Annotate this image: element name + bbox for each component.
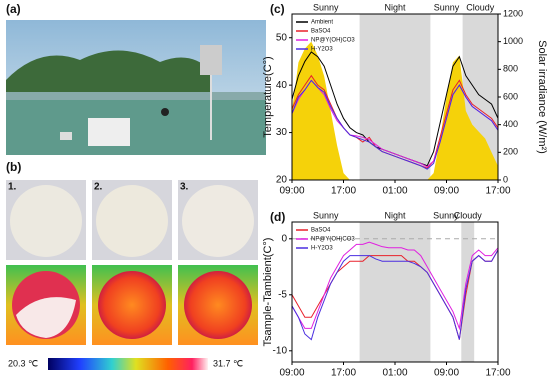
region-label: Cloudy xyxy=(466,2,495,12)
x-tick-label: 17:00 xyxy=(485,186,510,197)
y-tick-label: 0 xyxy=(281,233,287,244)
photo-roof xyxy=(6,20,266,155)
region-label: Night xyxy=(384,210,406,220)
x-tick-label: 09:00 xyxy=(279,368,304,379)
region-shade xyxy=(461,222,475,362)
y2-tick-label: 1000 xyxy=(503,36,523,46)
x-tick-label: 01:00 xyxy=(382,186,407,197)
region-label: Night xyxy=(384,2,406,12)
y-axis-label: Temperature(C°) xyxy=(262,56,274,137)
x-tick-label: 01:00 xyxy=(382,368,407,379)
series-line xyxy=(291,79,499,170)
x-tick-label: 17:00 xyxy=(485,368,510,379)
x-tick-label: 17:00 xyxy=(331,368,356,379)
legend-label: BaSO4 xyxy=(311,29,331,35)
legend-label: Ambient xyxy=(311,20,333,26)
sample-label: 2. xyxy=(94,182,103,193)
panel-label: (c) xyxy=(270,2,285,16)
colorbar-max: 31.7 ℃ xyxy=(213,358,243,368)
sample-label: 1. xyxy=(8,182,17,193)
region-label: Sunny xyxy=(313,2,339,12)
legend-label: NP@Y(OH)CO3 xyxy=(311,237,355,243)
y2-tick-label: 600 xyxy=(503,91,518,101)
y2-axis-label: Solar irradiance (W/m²) xyxy=(536,40,548,154)
y-tick-label: 20 xyxy=(276,175,288,186)
legend-label: H-Y2O3 xyxy=(311,246,333,252)
photo-samples xyxy=(6,180,258,370)
legend-label: NP@Y(OH)CO3 xyxy=(311,38,355,44)
panel-label: (a) xyxy=(6,2,21,16)
y2-tick-label: 0 xyxy=(503,174,508,184)
series-line xyxy=(291,241,499,331)
region-label: Sunny xyxy=(313,210,339,220)
panel-label: (d) xyxy=(270,210,285,224)
irradiance-area xyxy=(292,41,498,180)
region-label: Sunny xyxy=(434,2,460,12)
region-shade xyxy=(359,14,431,180)
series-line xyxy=(291,249,499,341)
region-shade xyxy=(359,222,431,362)
region-label: Sunny xyxy=(433,210,459,220)
y2-tick-label: 400 xyxy=(503,119,518,129)
y-tick-label: 50 xyxy=(276,32,288,43)
y-tick-label: -5 xyxy=(278,289,287,300)
x-tick-label: 09:00 xyxy=(279,186,304,197)
colorbar-min: 20.3 ℃ xyxy=(8,358,38,368)
y-tick-label: 30 xyxy=(276,127,288,138)
panel-label: (b) xyxy=(6,160,21,174)
legend-label: H-Y2O3 xyxy=(311,47,333,53)
region-label: Cloudy xyxy=(454,210,483,220)
y-axis-label: Tsample-Tambient(C°) xyxy=(262,238,274,347)
x-tick-label: 17:00 xyxy=(331,186,356,197)
y-tick-label: -10 xyxy=(273,345,288,356)
x-tick-label: 09:00 xyxy=(434,368,459,379)
y-tick-label: 40 xyxy=(276,80,288,91)
sample-label: 3. xyxy=(180,182,189,193)
y2-tick-label: 1200 xyxy=(503,8,523,18)
x-tick-label: 09:00 xyxy=(434,186,459,197)
legend-label: BaSO4 xyxy=(311,228,331,234)
y2-tick-label: 800 xyxy=(503,64,518,74)
y2-tick-label: 200 xyxy=(503,147,518,157)
